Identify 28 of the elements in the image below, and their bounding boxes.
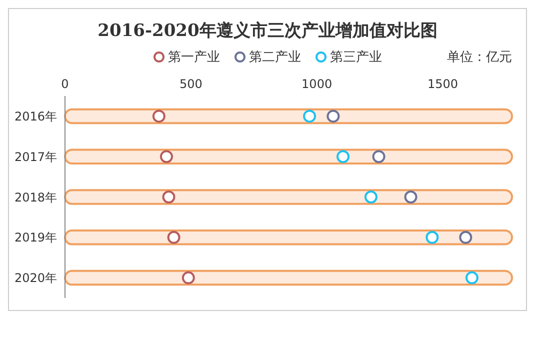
x-tick-label: 500	[179, 77, 202, 91]
text: 单位：亿元	[447, 49, 512, 66]
y-tick-label: 2020年	[14, 271, 57, 286]
legend-label: 第三产业	[329, 49, 382, 66]
point	[372, 150, 386, 164]
y-tick-label: 2016年	[14, 109, 57, 124]
point	[426, 230, 439, 244]
legend-label: 第一产业	[167, 49, 220, 66]
point	[364, 190, 378, 204]
point	[160, 150, 173, 164]
legend-label: 第二产业	[248, 49, 301, 66]
point	[404, 190, 418, 204]
point	[152, 110, 166, 123]
point	[303, 110, 316, 123]
point	[465, 271, 478, 284]
point	[182, 271, 195, 284]
chart-title: 2016-2020年遵义市三次产业增加值对比图	[96, 20, 438, 42]
point	[167, 230, 180, 244]
point	[336, 150, 350, 164]
x-tick-label: 1000	[302, 77, 332, 91]
x-tick-label: 0	[61, 77, 69, 91]
point	[162, 190, 176, 204]
point	[326, 110, 340, 123]
y-tick-label: 2019年	[14, 230, 57, 245]
x-tick-label: 1500	[427, 77, 458, 91]
y-tick-label: 2018年	[14, 190, 57, 204]
point	[459, 230, 472, 244]
y-tick-label: 2017年	[14, 150, 57, 164]
